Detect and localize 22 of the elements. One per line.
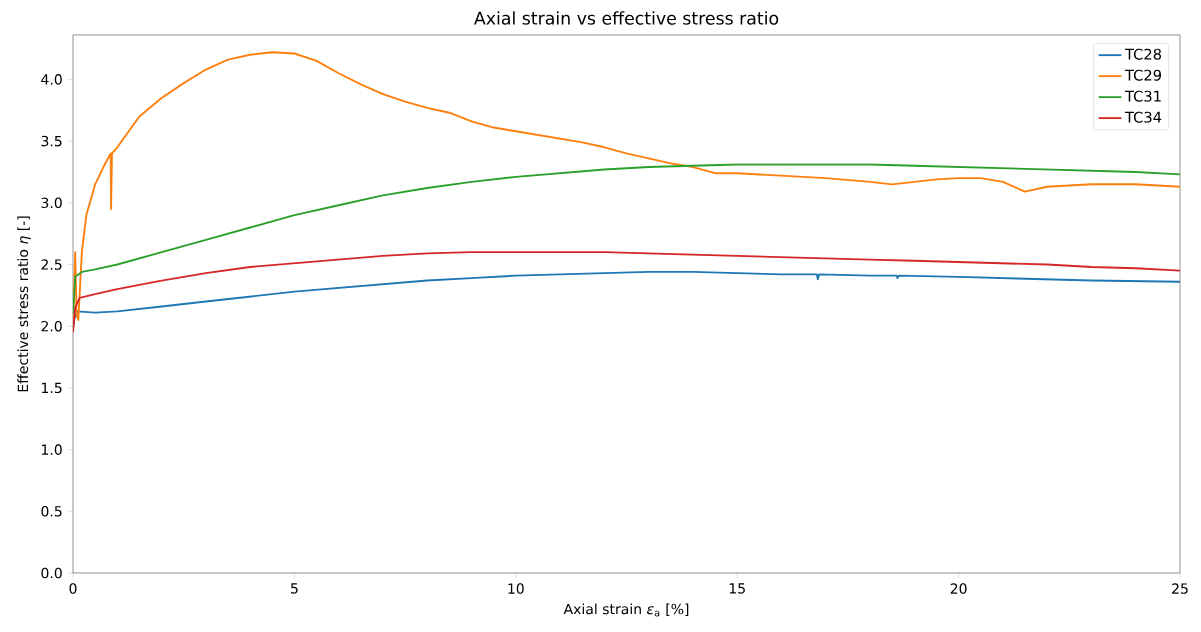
- y-tick-label: 0.5: [41, 506, 62, 517]
- y-axis-title: Effective stress ratio η [-]: [17, 216, 31, 392]
- legend-label: TC31: [1124, 90, 1161, 102]
- x-axis-title: Axial strain ε$_{a}$ [%]: [563, 603, 689, 617]
- y-tick-label: 2.0: [41, 320, 62, 332]
- y-tick-label: 0.0: [41, 567, 62, 579]
- y-tick-label: 3.0: [41, 197, 62, 209]
- y-tick-label: 1.5: [42, 382, 62, 394]
- chart-title: Axial strain vs effective stress ratio: [474, 11, 779, 25]
- x-tick-label: 0: [69, 583, 77, 594]
- y-tick-label: 4.0: [41, 74, 62, 85]
- x-tick-label: 5: [291, 583, 298, 594]
- y-tick-label: 2.5: [41, 259, 62, 270]
- x-tick-label: 25: [1172, 583, 1188, 594]
- legend-label: TC28: [1124, 48, 1162, 60]
- x-tick-label: 15: [729, 583, 745, 594]
- y-tick-label: 3.5: [41, 135, 62, 147]
- legend-label: TC34: [1124, 111, 1162, 123]
- y-tick-label: 1.0: [42, 444, 62, 455]
- x-tick-label: 10: [508, 583, 524, 594]
- legend-label: TC29: [1124, 69, 1161, 81]
- x-tick-label: 20: [950, 583, 967, 594]
